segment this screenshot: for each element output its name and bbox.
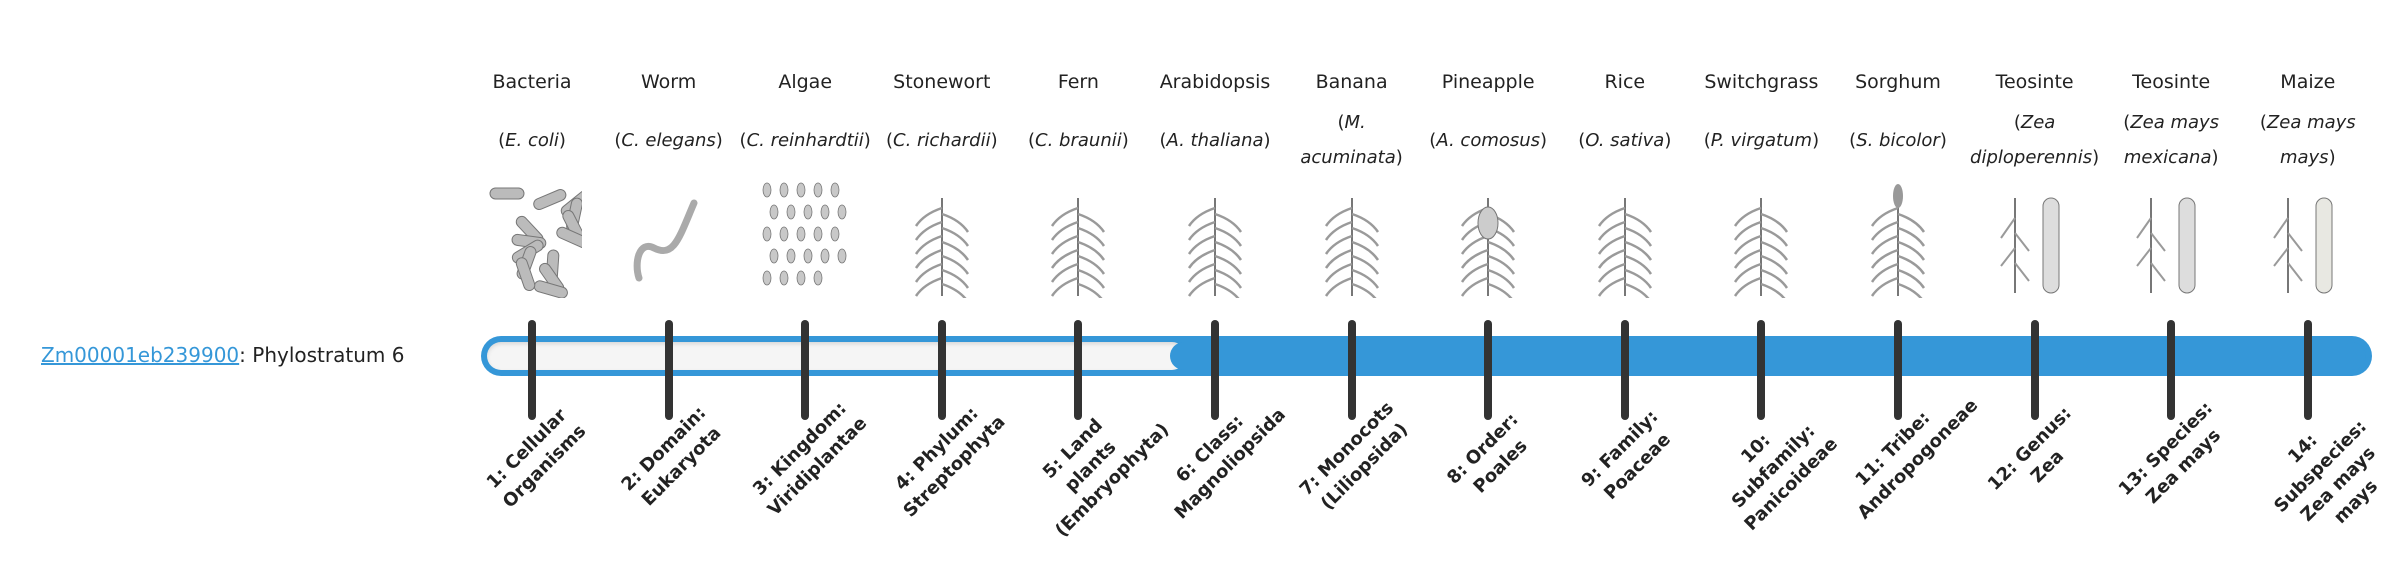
species-name: C. braunii: [1035, 129, 1122, 151]
organism-name: Arabidopsis: [1159, 71, 1271, 93]
species-name: P. virgatum: [1710, 129, 1813, 151]
switchgrass-icon: [1693, 178, 1829, 298]
organism-column: Banana (M. acuminata): [1284, 62, 1420, 298]
organism-name: Teosinte: [2132, 71, 2211, 93]
rice-icon: [1557, 178, 1693, 298]
organism-column: Bacteria (E. coli): [464, 62, 600, 298]
species-name: A. comosus: [1436, 129, 1541, 151]
species-name: O. sativa: [1585, 129, 1665, 151]
organism-name: Sorghum: [1855, 71, 1941, 93]
bacteria-icon: [464, 178, 600, 298]
teosinte-icon: [1967, 178, 2103, 298]
organism-column: Maize (Zea mays mays): [2240, 62, 2376, 298]
organism-name: Stonewort: [893, 71, 991, 93]
stratum-label: 14: Subspecies: Zea mays mays: [2269, 416, 2382, 528]
species-name: S. bicolor: [1856, 129, 1940, 151]
organism-name: Rice: [1604, 71, 1646, 93]
stratum-tick: [664, 320, 673, 420]
stratum-tick: [801, 320, 810, 420]
gene-phylostratum-label: Zm00001eb239900: Phylostratum 6: [41, 340, 404, 370]
species-name: A. thaliana: [1166, 129, 1264, 151]
teosinte-icon: [2103, 178, 2239, 298]
stratum-tick: [2167, 320, 2176, 420]
stratum-label: 5: Land plants (Embryophyta): [1039, 414, 1174, 542]
organism-species: (Zea mays mays): [2259, 112, 2356, 168]
organism-species: (C. reinhardtii): [739, 129, 871, 151]
worm-icon: [601, 178, 737, 298]
sorghum-icon: [1830, 178, 1966, 298]
stratum-tick: [1757, 320, 1766, 420]
organism-species: (Zea diploperennis): [1970, 112, 2100, 168]
stratum-tick: [1484, 320, 1493, 420]
organism-name: Switchgrass: [1704, 71, 1819, 93]
organism-species: (A. comosus): [1429, 129, 1548, 151]
organism-column: Switchgrass (P. virgatum): [1693, 62, 1829, 298]
algae-icon: [737, 178, 873, 298]
stratum-tick: [1211, 320, 1219, 420]
gene-id-link[interactable]: Zm00001eb239900: [41, 343, 240, 367]
species-name: Zea diploperennis: [1970, 112, 2093, 168]
organism-column: Sorghum (S. bicolor): [1830, 62, 1966, 298]
organism-species: (Zea mays mexicana): [2123, 112, 2220, 168]
stratum-tick: [2030, 320, 2039, 420]
bar-filled-segment: [1169, 342, 2366, 370]
species-name: C. reinhardtii: [746, 129, 864, 151]
stratum-tick: [1894, 320, 1902, 420]
organism-column: Teosinte (Zea mays mexicana): [2103, 62, 2239, 298]
species-name: Zea mays mays: [2266, 112, 2356, 168]
stratum-tick: [937, 320, 946, 420]
organism-species: (O. sativa): [1578, 129, 1672, 151]
organism-name: Fern: [1057, 71, 1099, 93]
stratum-tick: [528, 320, 536, 420]
organism-species: (S. bicolor): [1849, 129, 1947, 151]
organism-column: Teosinte (Zea diploperennis): [1967, 62, 2103, 298]
organism-column: Fern (C. braunii): [1010, 62, 1146, 298]
organism-species: (C. richardii): [885, 129, 998, 151]
organism-column: Arabidopsis (A. thaliana): [1147, 62, 1283, 298]
maize-icon: [2240, 178, 2376, 298]
stratum-tick: [1620, 320, 1629, 420]
organism-name: Bacteria: [492, 71, 572, 93]
stratum-tick: [1074, 320, 1083, 420]
organism-column: Pineapple (A. comosus): [1420, 62, 1556, 298]
organism-species: (C. elegans): [614, 129, 723, 151]
separator: :: [239, 343, 253, 367]
banana-icon: [1284, 178, 1420, 298]
organism-species: (M. acuminata): [1300, 112, 1403, 168]
organism-column: Rice (O. sativa): [1557, 62, 1693, 298]
arabidopsis-icon: [1147, 178, 1283, 298]
organism-name: Worm: [640, 71, 697, 93]
fern-icon: [1010, 178, 1146, 298]
organism-species: (C. braunii): [1028, 129, 1129, 151]
organism-name: Banana: [1315, 71, 1388, 93]
organism-column: Worm (C. elegans): [601, 62, 737, 298]
stratum-label: 10: Subfamily: Panicoideae: [1728, 420, 1843, 535]
pineapple-icon: [1420, 178, 1556, 298]
organism-species: (E. coli): [498, 129, 566, 151]
organism-name: Maize: [2280, 71, 2336, 93]
species-name: C. elegans: [621, 129, 716, 151]
stonewort-icon: [874, 178, 1010, 298]
bar-empty-segment: [487, 342, 1186, 370]
organism-column: Stonewort (C. richardii): [874, 62, 1010, 298]
species-name: M. acuminata: [1300, 112, 1396, 168]
species-name: C. richardii: [893, 129, 991, 151]
organism-name: Pineapple: [1441, 71, 1535, 93]
phylostratum-bar: [481, 336, 2372, 376]
organism-name: Algae: [778, 71, 833, 93]
stratum-tick: [1347, 320, 1356, 420]
stratum-tick: [2303, 320, 2312, 420]
phylostratum-text: Phylostratum 6: [252, 343, 405, 367]
organism-species: (A. thaliana): [1159, 129, 1271, 151]
organism-name: Teosinte: [1995, 71, 2074, 93]
organism-species: (P. virgatum): [1703, 129, 1820, 151]
species-name: E. coli: [505, 129, 559, 151]
species-name: Zea mays mexicana: [2123, 112, 2220, 168]
organism-column: Algae (C. reinhardtii): [737, 62, 873, 298]
